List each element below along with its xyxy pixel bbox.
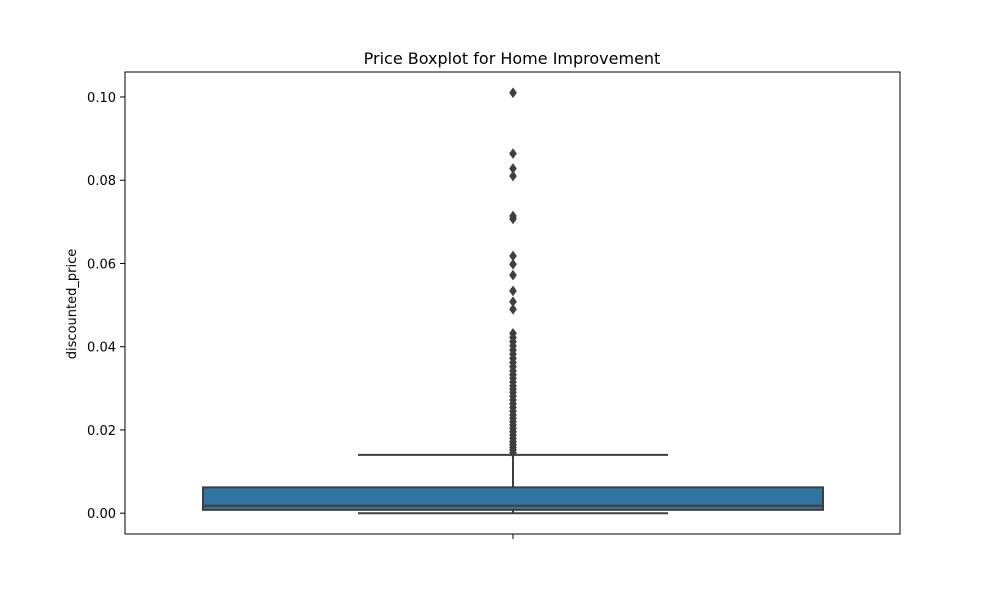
outlier-point <box>509 88 516 98</box>
y-tick-label: 0.08 <box>87 174 116 189</box>
y-tick-label: 0.06 <box>87 257 116 272</box>
chart-title: Price Boxplot for Home Improvement <box>364 49 661 68</box>
y-tick-label: 0.00 <box>87 507 116 522</box>
y-tick-label: 0.10 <box>87 91 116 106</box>
outlier-point <box>509 270 516 280</box>
outlier-point <box>509 149 516 159</box>
y-axis-label: discounted_price <box>65 249 80 359</box>
outlier-point <box>509 297 516 307</box>
outlier-point <box>509 251 516 261</box>
y-tick-label: 0.04 <box>87 341 116 356</box>
plot-area: 0.00 0.02 0.04 0.06 0.08 0.10 <box>87 72 900 539</box>
y-tick-label: 0.02 <box>87 424 116 439</box>
outlier-point <box>509 286 516 296</box>
outlier-point <box>509 164 516 174</box>
